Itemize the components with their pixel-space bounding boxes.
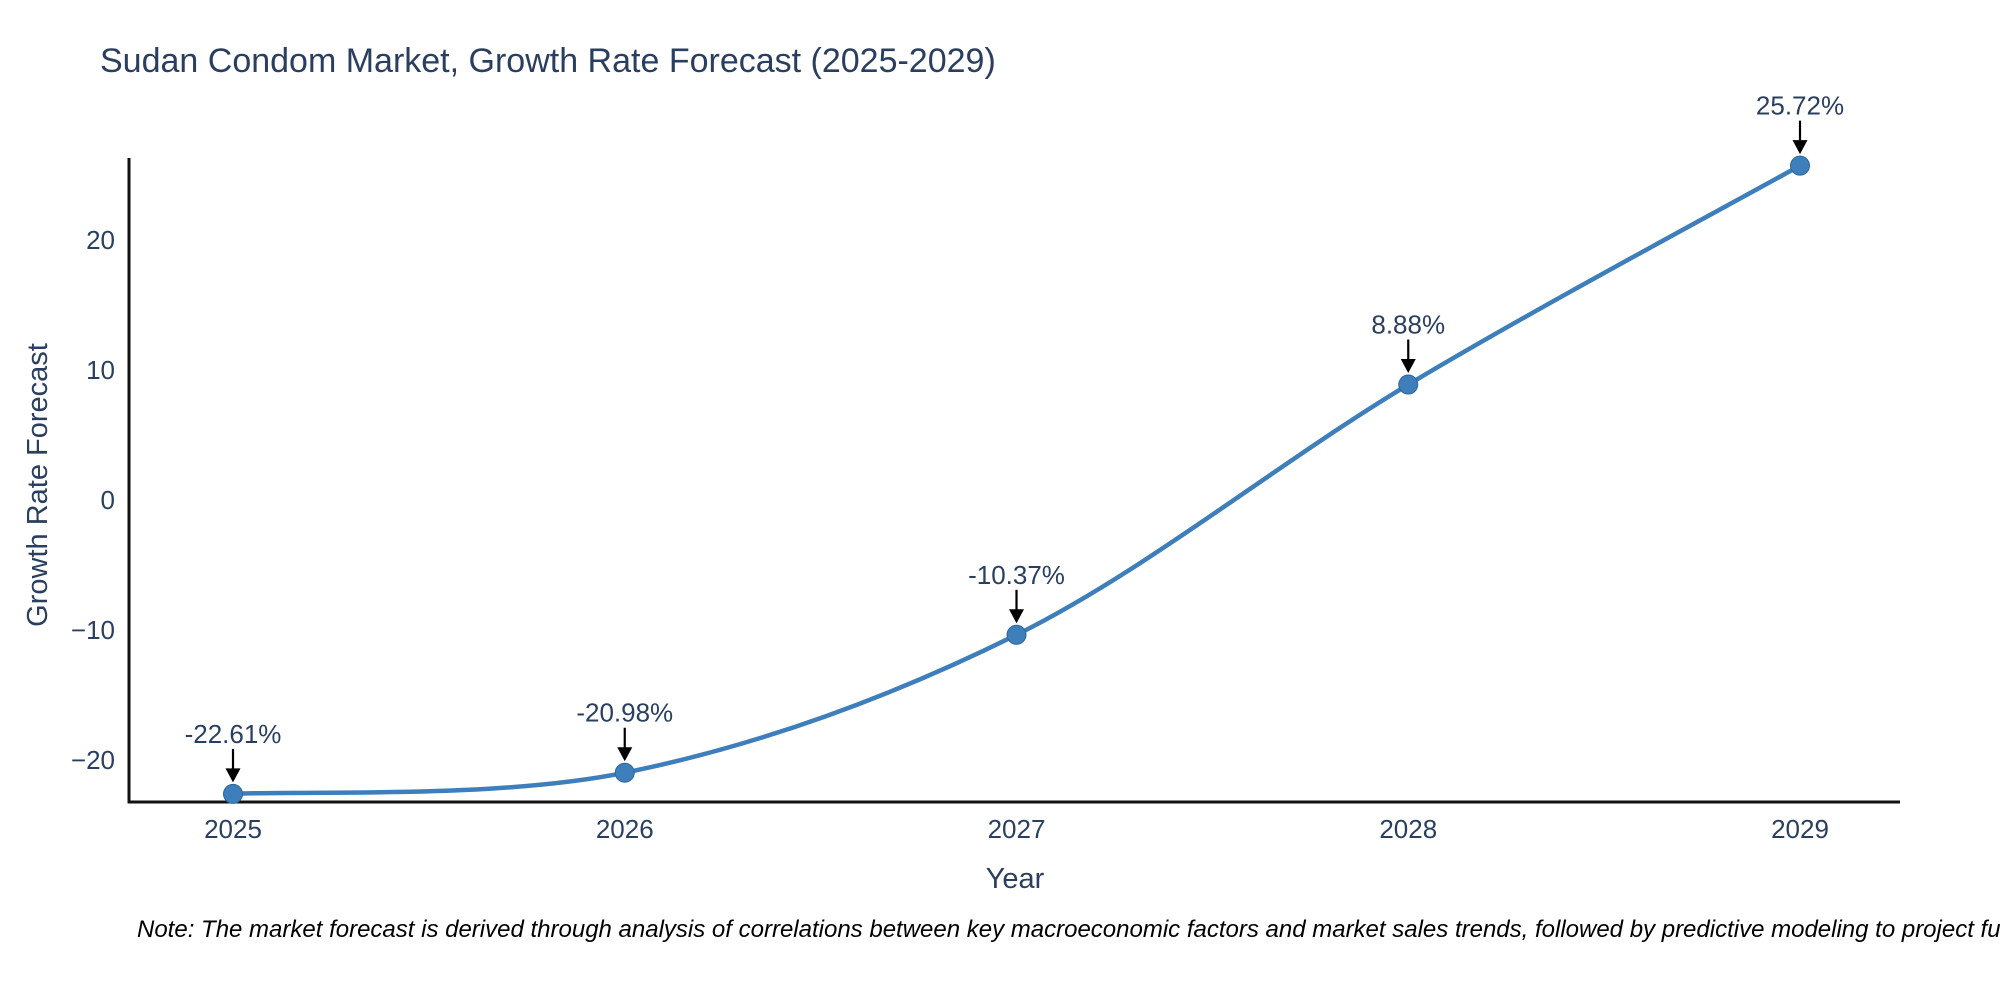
y-tick-label: −10 [71, 615, 115, 645]
data-point-marker[interactable] [1398, 374, 1419, 395]
data-point-marker[interactable] [614, 762, 635, 783]
x-tick-label: 2028 [1379, 814, 1437, 844]
y-tick-label: 10 [86, 355, 115, 385]
x-tick-label: 2029 [1771, 814, 1829, 844]
point-annotation: 25.72% [1756, 91, 1844, 121]
chart-title: Sudan Condom Market, Growth Rate Forecas… [100, 42, 996, 80]
point-annotation: -20.98% [576, 698, 673, 728]
y-tick-label: 0 [101, 485, 115, 515]
x-tick-label: 2025 [204, 814, 262, 844]
point-annotation: -10.37% [968, 560, 1065, 590]
annotation-arrowhead-icon [617, 747, 633, 762]
x-tick-label: 2027 [988, 814, 1046, 844]
x-tick-label: 2026 [596, 814, 654, 844]
footnote: Note: The market forecast is derived thr… [137, 916, 2000, 943]
x-axis-title: Year [986, 863, 1045, 895]
series-group [223, 155, 1810, 804]
y-axis-title: Growth Rate Forecast [22, 343, 54, 627]
data-point-marker[interactable] [1006, 624, 1027, 645]
series-line [230, 163, 1803, 797]
annotation-arrowhead-icon [1400, 359, 1416, 374]
annotation-arrowhead-icon [1009, 609, 1024, 624]
annotations-group: -22.61% -20.98% -10.37% 8.88% 25.72% [185, 91, 1844, 783]
y-tick-label: −20 [71, 745, 115, 775]
annotation-arrowhead-icon [225, 768, 241, 783]
axes-group: 20 10 0 −10 −20 2025 2026 2027 2028 2029 [71, 158, 1900, 844]
point-annotation: 8.88% [1371, 310, 1445, 340]
point-annotation: -22.61% [185, 719, 282, 749]
y-tick-label: 20 [86, 225, 115, 255]
data-point-marker[interactable] [1790, 155, 1810, 176]
data-point-marker[interactable] [223, 783, 243, 804]
annotation-arrowhead-icon [1792, 140, 1808, 155]
